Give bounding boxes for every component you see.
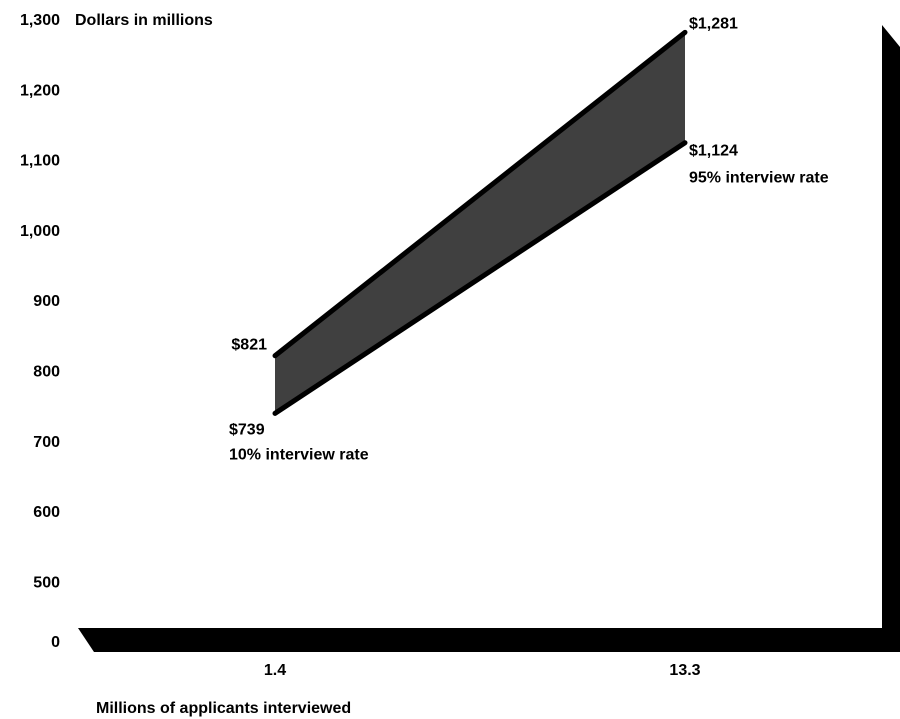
chart-right-wall — [882, 25, 900, 650]
y-tick-label: 1,000 — [20, 223, 60, 240]
y-axis-ticks: 0 500 600 700 800 900 1,000 1,100 1,200 1,300 — [20, 12, 60, 651]
data-label-upper-end: $1,281 — [689, 15, 738, 32]
y-tick-label: 600 — [33, 504, 60, 521]
chart-floor — [78, 628, 900, 652]
y-tick-label: 1,300 — [20, 12, 60, 29]
x-axis-label: Millions of applicants interviewed — [96, 700, 351, 717]
annotation-high-rate: 95% interview rate — [689, 170, 829, 187]
y-tick-label: 900 — [33, 293, 60, 310]
annotation-low-rate: 10% interview rate — [229, 446, 369, 463]
series-line-lower — [272, 140, 688, 416]
series-line-upper — [272, 29, 688, 359]
y-tick-label: 1,200 — [20, 82, 60, 99]
data-label-lower-end: $1,124 — [689, 143, 738, 160]
x-tick-label: 13.3 — [669, 662, 700, 679]
y-tick-label: 500 — [33, 574, 60, 591]
data-label-upper-start: $821 — [231, 337, 267, 354]
y-tick-label: 700 — [33, 434, 60, 451]
y-tick-label: 800 — [33, 364, 60, 381]
y-tick-label: 1,100 — [20, 153, 60, 170]
x-tick-label: 1.4 — [264, 662, 286, 679]
range-band — [275, 32, 685, 414]
y-tick-label: 0 — [51, 634, 60, 651]
y-axis-label: Dollars in millions — [75, 12, 213, 29]
data-label-lower-start: $739 — [229, 421, 265, 438]
x-axis-ticks: 1.4 13.3 — [264, 662, 701, 679]
